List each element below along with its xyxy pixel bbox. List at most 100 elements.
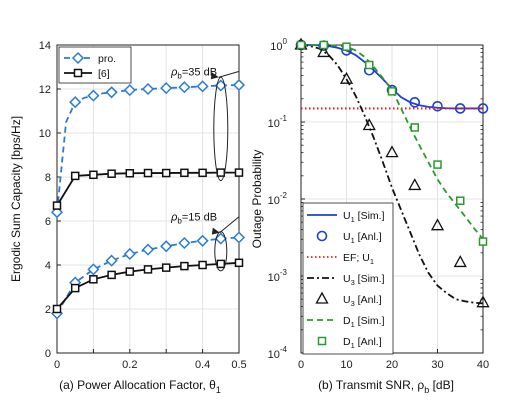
x-axis-label: (b) Transmit SNR, ρb [dB] xyxy=(318,378,454,395)
legend-marker xyxy=(317,336,327,346)
legend-tag: [Anl.] xyxy=(355,294,382,306)
y-tick-label: 2 xyxy=(45,304,51,316)
annotation-arrowhead xyxy=(211,227,220,235)
series-1 xyxy=(52,168,244,210)
y-tick-label: 10-3 xyxy=(268,268,288,284)
legend-sub: 1 xyxy=(370,257,374,266)
data-point xyxy=(89,275,98,284)
legend-label: [6] xyxy=(98,68,110,80)
data-point xyxy=(453,255,467,268)
data-point xyxy=(123,247,136,261)
data-point xyxy=(365,60,374,70)
y-tick-base: 10 xyxy=(268,195,280,207)
legend-label: D1 [Anl.] xyxy=(343,336,382,350)
legend-tag: [Anl.] xyxy=(355,336,382,348)
legend-sub: 3 xyxy=(351,299,355,308)
legend-sub: 1 xyxy=(351,341,355,350)
annotation-arrow xyxy=(219,216,240,233)
y-tick-label: 10-1 xyxy=(268,114,288,130)
data-point xyxy=(89,170,98,180)
legend-label: U1 [Sim.] xyxy=(343,210,385,224)
y-tick-label: 8 xyxy=(45,172,51,184)
legend-name: D xyxy=(343,336,351,348)
y-tick-base: 10 xyxy=(268,118,280,130)
legend-label: U1 [Anl.] xyxy=(343,231,382,245)
y-tick-label: 100 xyxy=(270,37,287,53)
data-point xyxy=(69,96,82,109)
data-point xyxy=(180,168,189,178)
x-tick-label: 0.4 xyxy=(195,359,210,371)
legend-tag: [Sim.] xyxy=(355,273,385,285)
data-point xyxy=(107,169,116,178)
y-tick-label: 6 xyxy=(45,216,51,228)
x-axis-label: (a) Power Allocation Factor, θ1 xyxy=(59,378,221,395)
legend-label: U3 [Sim.] xyxy=(343,273,385,287)
y-tick-label: 10-2 xyxy=(268,191,288,207)
data-point xyxy=(433,160,442,169)
series-6 xyxy=(296,40,488,246)
series-line xyxy=(301,44,484,240)
series-line xyxy=(56,171,239,207)
chart-ergodic-capacity: 0 0.2 0.4 0.5 0 2 4 6 8 10 12 14 Ergodic Sum Capacit… xyxy=(9,40,247,395)
y-axis-label: Ergodic Sum Capacity [bps/Hz] xyxy=(9,116,23,282)
legend-label: pro. xyxy=(98,53,116,65)
annotation-ellipse xyxy=(213,76,229,182)
data-point xyxy=(339,71,354,84)
x-tick-label: 20 xyxy=(386,359,398,371)
data-point xyxy=(342,42,351,51)
data-point xyxy=(196,234,209,247)
y-tick-label: 14 xyxy=(39,40,51,52)
data-point xyxy=(232,231,246,244)
y-tick-base: 10 xyxy=(270,41,282,53)
data-point xyxy=(362,118,376,131)
x-axis-label-main: (b) Transmit SNR, ρ xyxy=(318,378,424,392)
y-tick-base: 10 xyxy=(268,272,280,284)
data-point xyxy=(478,237,488,246)
data-point xyxy=(432,100,443,112)
legend-name: EF; U xyxy=(343,252,370,264)
legend-label: U3 [Anl.] xyxy=(343,294,382,308)
series-line xyxy=(56,84,240,213)
legend-box xyxy=(58,46,132,84)
annotation-rest: =35 dB xyxy=(182,66,217,78)
y-tick-exp: -2 xyxy=(280,191,288,200)
series-5 xyxy=(301,44,484,240)
data-point xyxy=(87,263,100,276)
legend-name: D xyxy=(343,315,351,327)
data-point xyxy=(408,178,422,191)
data-point xyxy=(180,261,189,271)
y-axis-label: Outage Probability xyxy=(250,150,264,249)
y-tick-label: 4 xyxy=(45,260,51,272)
data-point xyxy=(232,78,246,92)
data-point xyxy=(141,243,155,256)
data-point xyxy=(52,304,62,314)
x-axis-label-rest: [dB] xyxy=(429,378,454,392)
legend-name: U xyxy=(343,273,351,285)
data-point xyxy=(409,97,421,108)
legend-sub: 3 xyxy=(351,278,355,287)
data-point xyxy=(87,89,100,102)
data-point xyxy=(105,254,118,267)
y-tick-label: 10-4 xyxy=(268,345,288,361)
legend-sub: 1 xyxy=(351,320,355,329)
data-point xyxy=(234,168,244,177)
legend-name: U xyxy=(343,294,351,306)
x-axis-label-main: (a) Power Allocation Factor, θ xyxy=(59,378,216,392)
legend-label: EF; U1 xyxy=(343,252,374,266)
data-point xyxy=(105,86,118,99)
series-3 xyxy=(52,258,244,314)
legend-marker xyxy=(315,291,329,304)
y-tick-exp: -3 xyxy=(280,268,288,277)
x-tick-label: 40 xyxy=(477,359,489,371)
data-point xyxy=(198,260,207,270)
y-tick-exp: -4 xyxy=(280,345,288,354)
legend-name: U xyxy=(343,210,351,222)
data-point xyxy=(160,240,173,253)
data-point xyxy=(70,283,80,293)
annotation-arrow xyxy=(218,70,240,78)
data-point xyxy=(216,259,226,269)
data-point xyxy=(123,84,136,97)
data-point xyxy=(198,168,207,178)
